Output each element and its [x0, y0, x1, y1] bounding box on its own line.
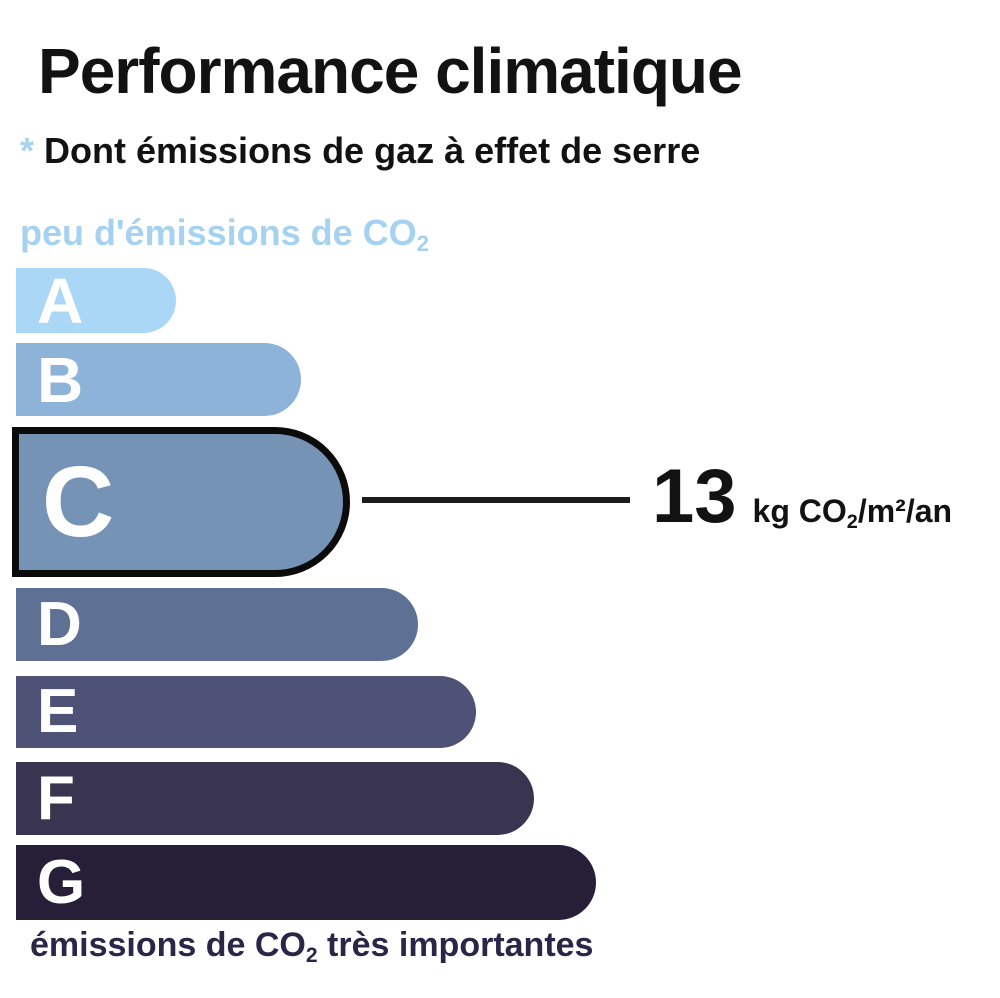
rating-callout: 13 kg CO2/m²/an: [652, 459, 952, 535]
bar-a: A: [16, 268, 176, 333]
bar-b: B: [16, 343, 301, 416]
bar-e: E: [16, 676, 476, 748]
page-title: Performance climatique: [38, 35, 743, 107]
bar-g: G: [16, 845, 596, 920]
scale-bottom-text: émissions de CO: [30, 926, 306, 964]
asterisk-mark: *: [20, 130, 35, 171]
scale-bottom-subscript: 2: [305, 943, 318, 967]
subtitle-text: Dont émissions de gaz à effet de serre: [44, 130, 701, 171]
bar-d: D: [16, 588, 418, 661]
rating-unit-prefix: kg CO: [752, 493, 847, 529]
scale-bottom-label: émissions de CO2 très importantes: [30, 926, 594, 967]
bar-letter-b: B: [37, 343, 84, 416]
scale-top-text: peu d'émissions de CO: [20, 212, 417, 253]
bar-letter-e: E: [37, 677, 79, 746]
scale-top-label: peu d'émissions de CO2: [20, 212, 430, 257]
bar-letter-d: D: [37, 589, 82, 659]
bar-letter-a: A: [37, 264, 84, 337]
subtitle: * Dont émissions de gaz à effet de serre: [20, 130, 700, 172]
rating-unit: kg CO2/m²/an: [752, 493, 953, 533]
connector-line: [362, 497, 630, 503]
bar-letter-c: C: [42, 446, 115, 558]
rating-value: 13: [652, 454, 737, 539]
rating-unit-subscript: 2: [846, 510, 858, 533]
bar-letter-g: G: [37, 847, 86, 917]
scale-top-subscript: 2: [416, 231, 430, 257]
bar-letter-f: F: [37, 763, 75, 833]
scale-bottom-suffix: très importantes: [317, 926, 594, 964]
rating-unit-suffix: /m²/an: [857, 493, 953, 529]
bar-f: F: [16, 762, 534, 835]
bar-c: C: [12, 427, 350, 577]
